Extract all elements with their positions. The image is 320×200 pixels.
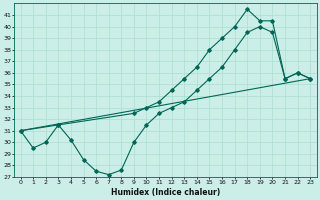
X-axis label: Humidex (Indice chaleur): Humidex (Indice chaleur)	[111, 188, 220, 197]
